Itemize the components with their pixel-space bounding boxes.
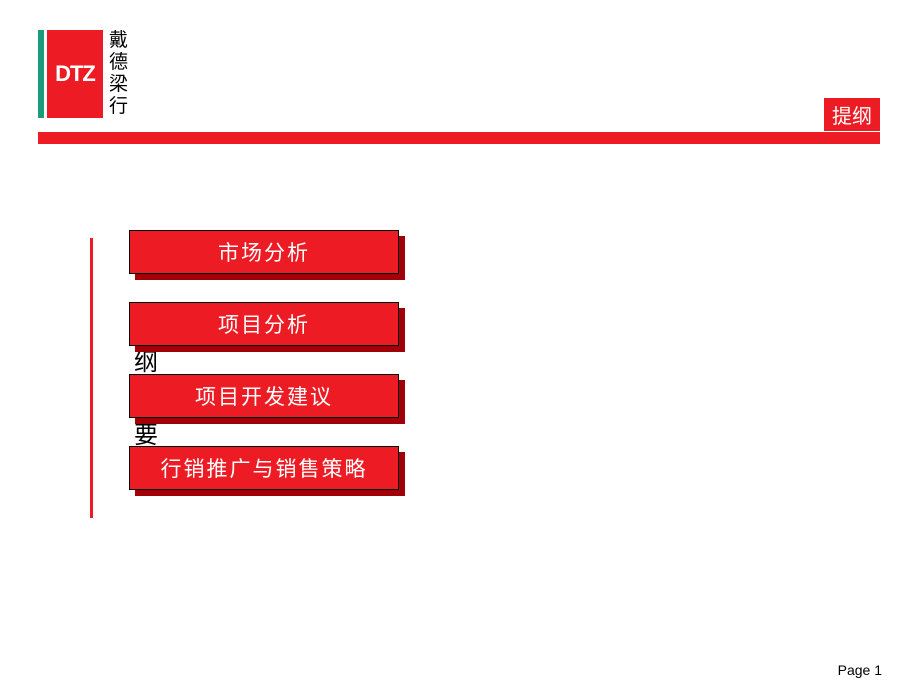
button-label: 项目开发建议 [195, 381, 333, 411]
button-face: 市场分析 [129, 230, 399, 274]
button-face: 项目分析 [129, 302, 399, 346]
logo: DTZ 戴 德 梁 行 [38, 30, 128, 118]
logo-cn-char: 德 [109, 52, 128, 74]
outline-buttons: 市场分析 项目分析 项目开发建议 行销推广与销售策略 [129, 230, 399, 518]
logo-cn-text: 戴 德 梁 行 [109, 30, 128, 118]
page-number: Page 1 [838, 662, 882, 678]
outline-item: 项目开发建议 [129, 374, 399, 418]
logo-cn-char: 戴 [109, 30, 128, 52]
button-label: 项目分析 [218, 309, 310, 339]
section-tag-label: 提纲 [832, 106, 872, 128]
outline-item: 市场分析 [129, 230, 399, 274]
outline-content: 纲 要 市场分析 项目分析 项目开发建议 行销推广与销售策略 [90, 230, 399, 518]
logo-cn-char: 行 [109, 96, 128, 118]
section-tag: 提纲 [824, 98, 880, 131]
outline-item: 项目分析 [129, 302, 399, 346]
logo-mark: DTZ [47, 30, 103, 118]
button-face: 行销推广与销售策略 [129, 446, 399, 490]
page-number-text: Page 1 [838, 662, 882, 678]
button-face: 项目开发建议 [129, 374, 399, 418]
button-label: 行销推广与销售策略 [161, 453, 368, 483]
button-label: 市场分析 [218, 237, 310, 267]
horizontal-rule [38, 132, 880, 144]
logo-accent-bar [38, 30, 44, 118]
vertical-rule [90, 238, 93, 518]
logo-cn-char: 梁 [109, 74, 128, 96]
outline-item: 行销推广与销售策略 [129, 446, 399, 490]
logo-en-text: DTZ [55, 61, 95, 87]
